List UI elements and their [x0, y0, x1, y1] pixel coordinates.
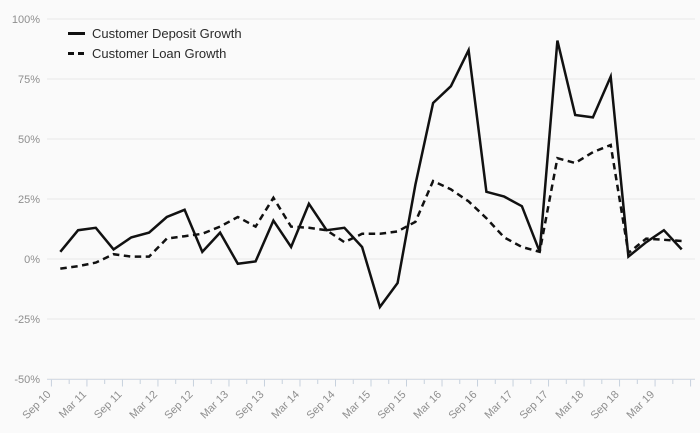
dashed-line-swatch: [68, 52, 85, 55]
y-axis-label: 50%: [18, 134, 40, 146]
legend-label-loan-growth: Customer Loan Growth: [92, 46, 227, 61]
x-axis-label: Sep 14: [304, 389, 337, 422]
x-axis-label: Mar 16: [411, 389, 444, 422]
x-axis-label: Mar 15: [340, 389, 373, 422]
legend-item-deposit-growth[interactable]: Customer Deposit Growth: [68, 26, 242, 41]
x-axis-label: Mar 17: [482, 389, 515, 422]
x-axis-label: Mar 19: [624, 389, 657, 422]
y-axis-label: 25%: [18, 194, 40, 206]
y-axis-label: -50%: [14, 374, 40, 386]
y-axis-label: 75%: [18, 74, 40, 86]
x-axis-label: Sep 17: [518, 389, 551, 422]
x-axis-label: Mar 18: [553, 389, 586, 422]
x-axis-label: Mar 13: [198, 389, 231, 422]
grid-lines: [47, 18, 695, 380]
legend-label-deposit-growth: Customer Deposit Growth: [92, 26, 242, 41]
x-axis-label: Mar 12: [127, 389, 160, 422]
x-axis-label: Sep 11: [92, 389, 125, 422]
y-axis-label: 100%: [12, 14, 40, 26]
x-axis-label: Sep 12: [162, 389, 195, 422]
x-axis-label: Mar 14: [269, 389, 302, 422]
x-axis-label: Mar 11: [57, 389, 89, 421]
x-axis-label: Sep 13: [233, 389, 266, 422]
deposit-growth-line: [59, 40, 683, 310]
legend-item-loan-growth[interactable]: Customer Loan Growth: [68, 46, 242, 61]
y-axis-label: -25%: [14, 314, 40, 326]
x-axis-label: Sep 15: [375, 389, 408, 422]
chart-legend: Customer Deposit Growth Customer Loan Gr…: [68, 26, 242, 61]
x-axis-label: Sep 16: [447, 389, 480, 422]
y-axis-label: 0%: [24, 254, 40, 266]
solid-line-swatch: [68, 32, 85, 35]
x-axis-ticks: [50, 379, 692, 387]
loan-growth-line: [60, 143, 682, 270]
x-axis-labels: Sep 10 Mar 11 Sep 11 Mar 12 Sep 12 Mar 13 Sep …: [20, 389, 657, 422]
y-axis-labels: 100% 75% 50% 25% 0% -25% -50%: [12, 14, 40, 386]
x-axis-label: Sep 18: [589, 389, 622, 422]
x-axis-label: Sep 10: [20, 389, 53, 422]
